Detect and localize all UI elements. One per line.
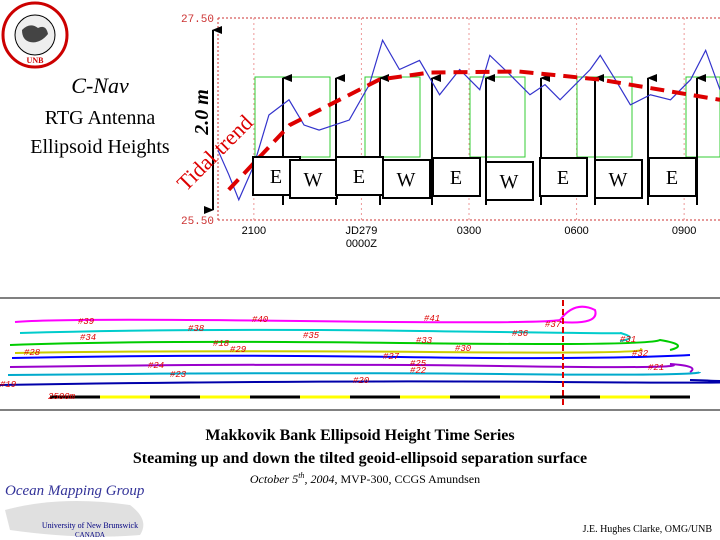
trend-line <box>227 69 720 192</box>
track-label: #21 <box>648 363 664 373</box>
heading: Ellipsoid Heights <box>30 136 170 158</box>
x-tick-label: 2100 <box>242 225 266 237</box>
track-label: #23 <box>170 370 187 380</box>
track-label: #41 <box>424 314 440 324</box>
track-label: #31 <box>620 335 636 345</box>
heading-label: W <box>609 169 628 191</box>
track-label: #18 <box>213 339 230 349</box>
heading-label: W <box>304 169 323 191</box>
logo-text: UNB <box>27 56 45 65</box>
range-label: 2.0 m <box>191 89 213 136</box>
track-label: #35 <box>303 331 320 341</box>
track-label: #39 <box>78 317 95 327</box>
y-tick-label: 27.50 <box>181 14 214 26</box>
heading-label: E <box>450 167 462 189</box>
track-label: #25 <box>410 359 427 369</box>
heading-label: E <box>666 167 678 189</box>
segment-box <box>364 76 421 158</box>
x-tick-label: 0300 <box>457 225 481 237</box>
track-label: #30 <box>455 344 472 354</box>
track-label: #22 <box>410 366 427 376</box>
data-line <box>217 38 720 202</box>
track-label: #19 <box>0 380 17 390</box>
heading-label: E <box>353 166 365 188</box>
track-label: #27 <box>383 352 400 362</box>
track-label: #40 <box>252 315 269 325</box>
vessel: , MVP-300, CCGS Amundsen <box>334 472 480 486</box>
logo: UNB <box>1 1 69 69</box>
x-tick-label: JD279 0000Z <box>346 225 378 250</box>
heading-box <box>648 157 697 197</box>
credit: J.E. Hughes Clarke, OMG/UNB <box>583 524 713 535</box>
track-labels: #39 #38 #40 #41 #37 #34 #35 #36 #31 #28 #18#29 #33 #… <box>0 314 664 402</box>
track-label: #32 <box>632 349 649 359</box>
heading-label: W <box>500 171 519 193</box>
heading-label: E <box>270 166 282 188</box>
date: October 5 <box>250 472 298 486</box>
date: , 2004 <box>304 472 334 486</box>
title: Makkovik Bank Ellipsoid Height Time Seri… <box>205 427 514 444</box>
heading-box <box>289 159 338 199</box>
date-sup: th <box>298 471 304 480</box>
track-label: #37 <box>545 320 562 330</box>
heading-box <box>382 159 431 199</box>
heading: RTG Antenna <box>45 107 156 129</box>
segment-box <box>576 76 633 158</box>
track-label: 2500m <box>48 392 76 402</box>
heading-box <box>594 159 643 199</box>
track-label: #33 <box>416 336 433 346</box>
segment-box <box>254 76 331 158</box>
track-label: #36 <box>512 329 529 339</box>
segment-box <box>685 76 720 158</box>
heading-box <box>539 157 588 197</box>
subtitle: Steaming up and down the tilted geoid-el… <box>133 450 587 467</box>
x-tick-label-line: 0000Z <box>346 238 377 250</box>
track-label: #28 <box>24 348 41 358</box>
track-label: #38 <box>188 324 205 334</box>
heading-box <box>432 157 481 197</box>
x-tick-label: 0900 <box>672 225 696 237</box>
heading-label: W <box>397 169 416 191</box>
trend-label: Tidal trend <box>172 110 258 196</box>
track-map <box>0 297 720 411</box>
omg-logo: Ocean Mapping Group University of New Br… <box>5 483 145 539</box>
segment-box <box>469 76 526 158</box>
x-tick-label: 0600 <box>564 225 588 237</box>
y-tick-label: 25.50 <box>181 216 214 228</box>
group: Ocean Mapping Group <box>5 483 145 499</box>
track-label: #20 <box>353 376 370 386</box>
heading-box <box>485 161 534 201</box>
track-label: #34 <box>80 333 96 343</box>
date-line: October 5th, 2004, MVP-300, CCGS Amundse… <box>250 471 480 486</box>
heading: C-Nav <box>71 73 129 98</box>
heading-label: E <box>557 167 569 189</box>
university: University of New Brunswick <box>42 521 138 530</box>
track-label: #29 <box>230 345 247 355</box>
x-tick-label-line: JD279 <box>346 225 378 237</box>
university: CANADA <box>75 531 105 539</box>
track-label: #24 <box>148 361 164 371</box>
